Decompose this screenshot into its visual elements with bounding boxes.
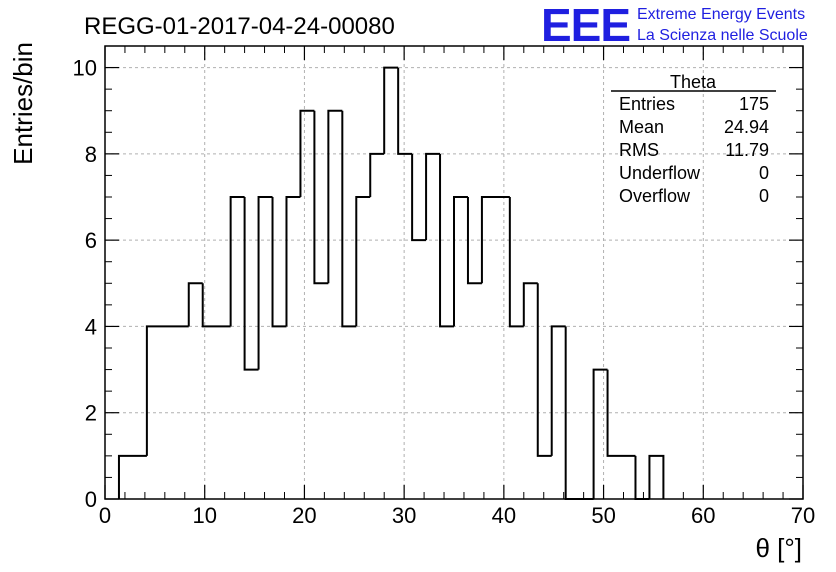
- x-tick-label: 20: [292, 503, 316, 528]
- histogram-bars: [117, 66, 665, 500]
- stats-value: 175: [739, 94, 769, 114]
- y-tick-label: 6: [85, 228, 97, 253]
- chart-title: REGG-01-2017-04-24-00080: [84, 13, 395, 40]
- eee-logo: EEE: [541, 0, 630, 51]
- x-tick-label: 30: [392, 503, 416, 528]
- stats-value: 0: [759, 186, 769, 206]
- plot-frame: [104, 45, 804, 500]
- histogram-bin: [411, 153, 427, 242]
- histogram-bin: [369, 152, 385, 197]
- x-tick-label: 50: [591, 503, 615, 528]
- histogram-bin: [327, 109, 343, 284]
- histogram-bin: [536, 283, 552, 457]
- y-axis-title: Entries/bin: [8, 42, 38, 165]
- stats-value: 24.94: [724, 117, 769, 137]
- stats-label: Entries: [619, 94, 675, 114]
- histogram-bin: [439, 153, 454, 328]
- histogram-bin: [243, 197, 259, 371]
- histogram-bin: [201, 283, 231, 328]
- histogram-bin: [187, 282, 203, 327]
- histogram-bin: [117, 454, 147, 499]
- stats-value: 11.79: [725, 140, 769, 160]
- histogram-bin: [606, 369, 636, 457]
- x-tick-labels: 0 10 20 30 40 50 60 70: [99, 503, 815, 528]
- histogram-bin: [285, 196, 301, 327]
- y-tick-label: 4: [85, 314, 97, 339]
- x-tick-label: 70: [791, 503, 815, 528]
- histogram-bin: [397, 67, 413, 155]
- histogram-bin: [229, 196, 245, 327]
- histogram-bin: [466, 197, 482, 285]
- histogram-bin: [480, 196, 510, 284]
- stats-label: RMS: [619, 140, 659, 160]
- logo-line-1: Extreme Energy Events: [637, 6, 805, 23]
- histogram-bin: [634, 455, 650, 500]
- histogram-bin: [550, 325, 566, 456]
- histogram-bin: [648, 454, 665, 499]
- histogram-bin: [341, 110, 357, 328]
- y-tick-label: 0: [85, 487, 97, 512]
- x-axis-title: θ [°]: [755, 533, 802, 563]
- stats-label: Underflow: [619, 163, 701, 183]
- histogram-bin: [453, 196, 468, 327]
- y-tick-label: 10: [73, 56, 97, 81]
- stats-value: 0: [759, 163, 769, 183]
- y-tick-label: 2: [85, 401, 97, 426]
- x-tick-label: 0: [99, 503, 111, 528]
- histogram-bin: [592, 368, 608, 499]
- histogram-bin: [522, 282, 538, 327]
- x-tick-label: 60: [691, 503, 715, 528]
- stats-rows: Entries 175 Mean 24.94 RMS 11.79 Underflow 0 Ove…: [619, 94, 769, 206]
- histogram-bin: [425, 152, 441, 241]
- y-tick-label: 8: [85, 142, 97, 167]
- x-tick-label: 10: [192, 503, 216, 528]
- stats-title: Theta: [670, 72, 717, 92]
- histogram-bin: [257, 196, 273, 370]
- stats-label: Mean: [619, 117, 664, 137]
- stats-label: Overflow: [619, 186, 691, 206]
- axis-ticks: [104, 45, 804, 500]
- histogram-bin: [313, 110, 329, 285]
- y-tick-labels: 0 2 4 6 8 10: [73, 56, 97, 512]
- histogram-bin: [145, 325, 189, 456]
- stats-box: Theta Entries 175 Mean 24.94 RMS 11.79 Underfl…: [611, 72, 776, 206]
- histogram-bin: [508, 197, 524, 328]
- histogram-bin: [271, 197, 287, 328]
- histogram-bin: [299, 109, 315, 197]
- x-tick-label: 40: [492, 503, 516, 528]
- histogram-bin: [355, 196, 371, 327]
- logo-line-2: La Scienza nelle Scuole: [637, 27, 808, 44]
- histogram-bin: [383, 66, 399, 154]
